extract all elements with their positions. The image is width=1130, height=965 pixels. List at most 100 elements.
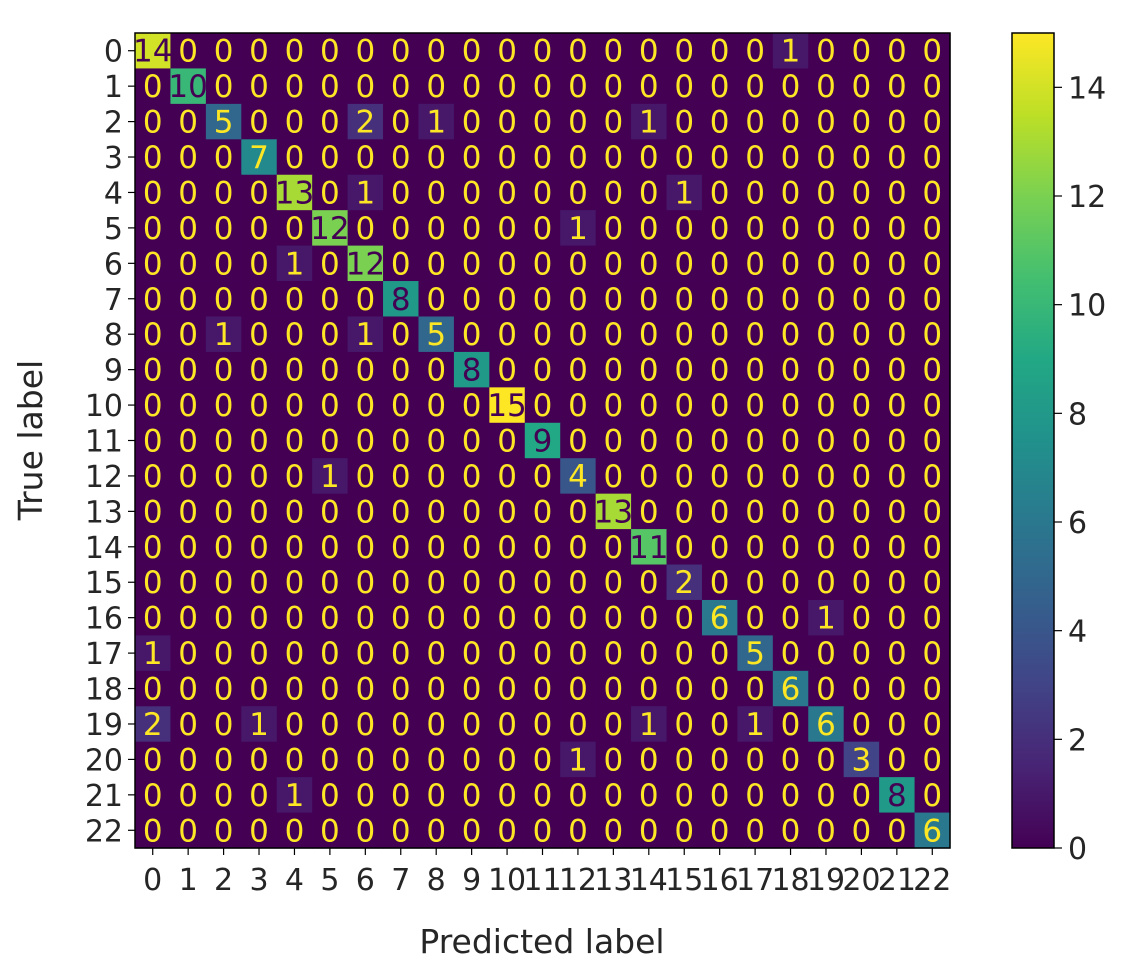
cell-value-label: 0 (533, 672, 553, 708)
cell-value-label: 0 (391, 813, 411, 849)
cell-value-label: 0 (922, 672, 942, 708)
heatmap-cell (666, 422, 703, 459)
heatmap-cell (489, 635, 526, 672)
cell-value-label: 0 (710, 211, 730, 247)
cell-value-label: 0 (285, 282, 305, 318)
cell-value-label: 0 (320, 636, 340, 672)
cell-value-label: 0 (178, 459, 198, 495)
heatmap-cell (205, 245, 242, 282)
heatmap-cell (205, 706, 242, 743)
heatmap-cell (772, 741, 809, 778)
cell-value-label: 0 (320, 246, 340, 282)
cell-value-label: 0 (568, 282, 588, 318)
heatmap-cell (737, 812, 774, 849)
heatmap-cell (241, 316, 278, 353)
x-tick-label: 0 (143, 863, 162, 898)
heatmap-cell (701, 174, 738, 211)
y-tick-label: 7 (104, 283, 123, 318)
cell-value-label: 0 (710, 459, 730, 495)
cell-value-label: 0 (143, 778, 163, 814)
cell-value-label: 0 (604, 565, 624, 601)
heatmap-cell (666, 493, 703, 530)
cell-value-label: 0 (568, 69, 588, 105)
cell-value-label: 0 (710, 246, 730, 282)
cell-value-label: 0 (143, 69, 163, 105)
cell-value-label: 0 (674, 530, 694, 566)
heatmap-cell (524, 529, 561, 566)
cell-value-label: 0 (462, 601, 482, 637)
heatmap-cell (418, 103, 455, 140)
heatmap-cell (666, 777, 703, 814)
cell-value-label: 0 (852, 601, 872, 637)
cell-value-label: 0 (462, 140, 482, 176)
heatmap-cell-labels: 14 0 0 0 0 0 0 0 0 0 0 0 0 0 0 0 0 0 1 0 0 0 00 10 0 0 0 0 0 0 0 0 0 0 0 0 0… (133, 34, 942, 850)
cell-value-label: 0 (781, 601, 801, 637)
heatmap-cell (914, 741, 951, 778)
cell-value-label: 0 (178, 105, 198, 141)
cell-value-label: 0 (285, 601, 305, 637)
cell-value-label: 0 (604, 388, 624, 424)
cell-value-label: 5 (426, 317, 446, 353)
cell-value-label: 0 (285, 317, 305, 353)
heatmap-cell (666, 316, 703, 353)
cell-value-label: 0 (497, 424, 517, 460)
heatmap-cell (843, 635, 880, 672)
heatmap-cell (170, 458, 207, 495)
heatmap-cell (560, 68, 597, 105)
heatmap-cell (808, 670, 845, 707)
heatmap-cell (205, 210, 242, 247)
heatmap-cell (808, 281, 845, 318)
cell-value-label: 0 (143, 530, 163, 566)
heatmap-cell (843, 458, 880, 495)
cell-value-label: 0 (178, 742, 198, 778)
heatmap-cell (843, 103, 880, 140)
cell-value-label: 0 (604, 707, 624, 743)
cell-value-label: 0 (497, 69, 517, 105)
cell-value-label: 0 (249, 317, 269, 353)
heatmap-cell (383, 68, 420, 105)
cell-value-label: 0 (922, 459, 942, 495)
heatmap-cell (772, 33, 809, 70)
cell-value-label: 0 (249, 530, 269, 566)
heatmap-cell (312, 529, 349, 566)
heatmap-cell (205, 777, 242, 814)
heatmap-cell (347, 387, 384, 424)
cell-value-label: 0 (249, 459, 269, 495)
heatmap-cell (701, 564, 738, 601)
cell-value-label: 0 (852, 34, 872, 70)
heatmap-cell (276, 458, 313, 495)
cell-value-label: 0 (639, 424, 659, 460)
heatmap-cell (347, 599, 384, 636)
cell-value-label: 0 (426, 601, 446, 637)
heatmap-cell (879, 706, 916, 743)
heatmap-cell (453, 599, 490, 636)
cell-value-label: 0 (143, 601, 163, 637)
y-tick-label: 11 (85, 425, 123, 460)
cell-value-label: 1 (674, 175, 694, 211)
cell-value-label: 0 (604, 424, 624, 460)
cell-value-label: 0 (533, 34, 553, 70)
cell-value-label: 0 (745, 282, 765, 318)
cell-value-label: 0 (674, 707, 694, 743)
heatmap-cell (631, 281, 668, 318)
cell-value-label: 0 (604, 530, 624, 566)
heatmap-cell (205, 812, 242, 849)
cell-value-label: 0 (710, 34, 730, 70)
cell-value-label: 0 (355, 530, 375, 566)
cell-value-label: 0 (639, 353, 659, 389)
heatmap-cell (312, 139, 349, 176)
heatmap-cell (383, 316, 420, 353)
cell-value-label: 0 (426, 211, 446, 247)
heatmap-cell (808, 635, 845, 672)
cell-value-label: 0 (178, 388, 198, 424)
cell-value-label: 0 (852, 105, 872, 141)
heatmap-cell (205, 635, 242, 672)
cell-value-label: 0 (674, 105, 694, 141)
cell-value-label: 1 (285, 246, 305, 282)
heatmap-cell (453, 139, 490, 176)
cell-value-label: 0 (852, 707, 872, 743)
cell-value-label: 0 (391, 246, 411, 282)
heatmap-cell (595, 387, 632, 424)
cell-value-label: 0 (391, 636, 411, 672)
